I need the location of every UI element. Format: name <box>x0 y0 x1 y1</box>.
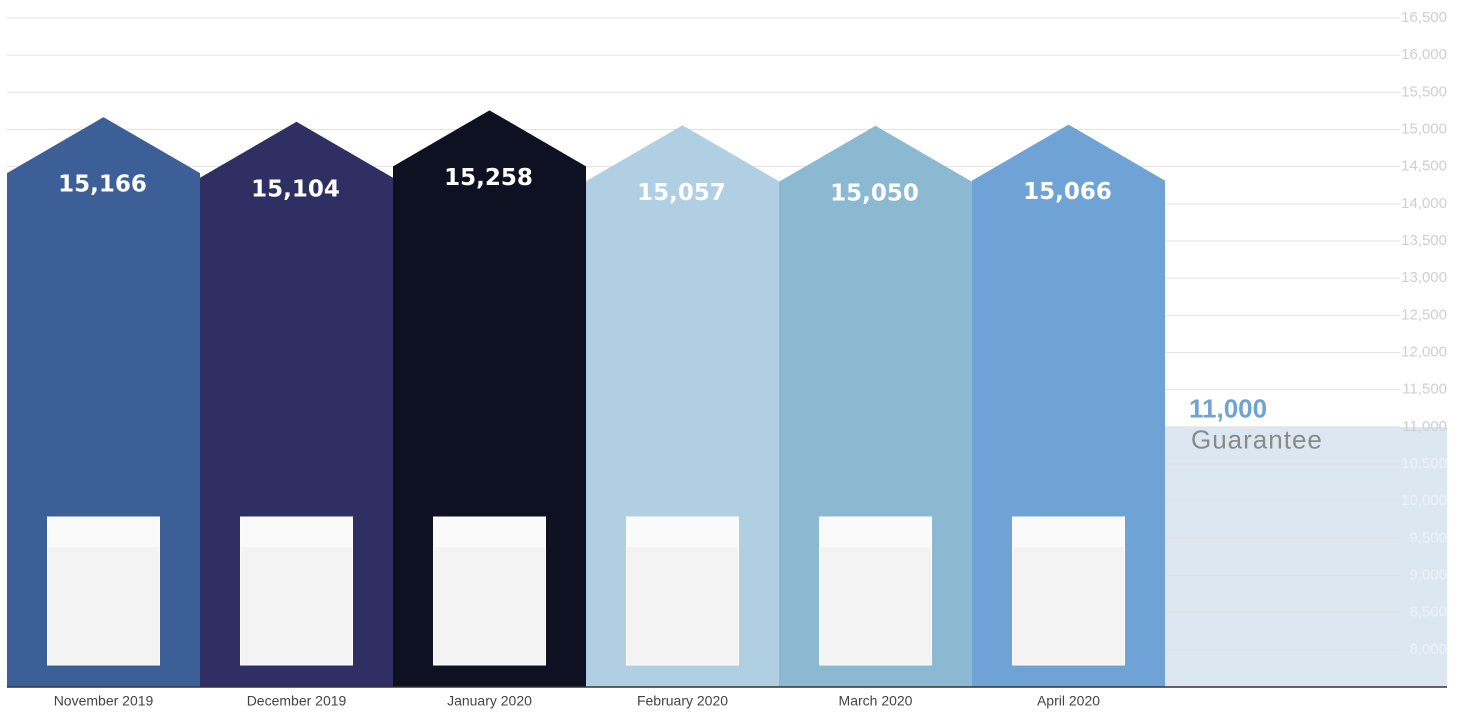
y-tick-label: 15,000 <box>1401 120 1447 137</box>
value-label: 15,166 <box>58 172 147 198</box>
value-label: 15,258 <box>444 165 533 191</box>
x-tick-label: November 2019 <box>54 693 154 709</box>
x-tick-label: April 2020 <box>1037 693 1100 709</box>
y-tick-label: 9,000 <box>1409 566 1447 583</box>
y-tick-label: 9,500 <box>1409 529 1447 546</box>
y-tick-label: 14,500 <box>1401 158 1447 175</box>
y-tick-label: 16,500 <box>1401 9 1447 26</box>
y-tick-label: 10,500 <box>1401 455 1447 472</box>
x-tick-label: February 2020 <box>637 693 728 709</box>
cover-image-band <box>434 517 546 547</box>
cover-image-band <box>820 517 932 547</box>
y-tick-label: 12,500 <box>1401 306 1447 323</box>
y-tick-label: 8,500 <box>1409 604 1447 621</box>
guarantee-value: 11,000 <box>1189 394 1267 424</box>
x-tick-label: March 2020 <box>839 693 913 709</box>
cover-image-band <box>48 517 160 547</box>
y-tick-label: 13,500 <box>1401 232 1447 249</box>
value-label: 15,050 <box>830 180 919 206</box>
y-tick-label: 15,500 <box>1401 83 1447 100</box>
x-tick-label: December 2019 <box>247 693 347 709</box>
y-tick-label: 11,000 <box>1402 418 1447 435</box>
cover-image-band <box>241 517 353 547</box>
guarantee-label: Guarantee <box>1191 425 1323 455</box>
value-label: 15,104 <box>251 176 340 202</box>
y-tick-label: 16,000 <box>1401 46 1447 63</box>
x-tick-label: January 2020 <box>447 693 532 709</box>
y-tick-label: 11,500 <box>1402 381 1447 398</box>
y-tick-label: 13,000 <box>1401 269 1447 286</box>
chart: 8,000 8,500 9,000 9,500 10,000 10,500 11,000 11… <box>0 0 1460 713</box>
y-tick-label: 12,000 <box>1401 343 1447 360</box>
y-tick-label: 8,000 <box>1409 641 1447 658</box>
y-tick-label: 10,000 <box>1401 492 1447 509</box>
value-label: 15,057 <box>637 180 726 206</box>
cover-image-band <box>1013 517 1125 547</box>
value-label: 15,066 <box>1023 179 1112 205</box>
cover-image-band <box>627 517 739 547</box>
y-tick-label: 14,000 <box>1401 195 1447 212</box>
